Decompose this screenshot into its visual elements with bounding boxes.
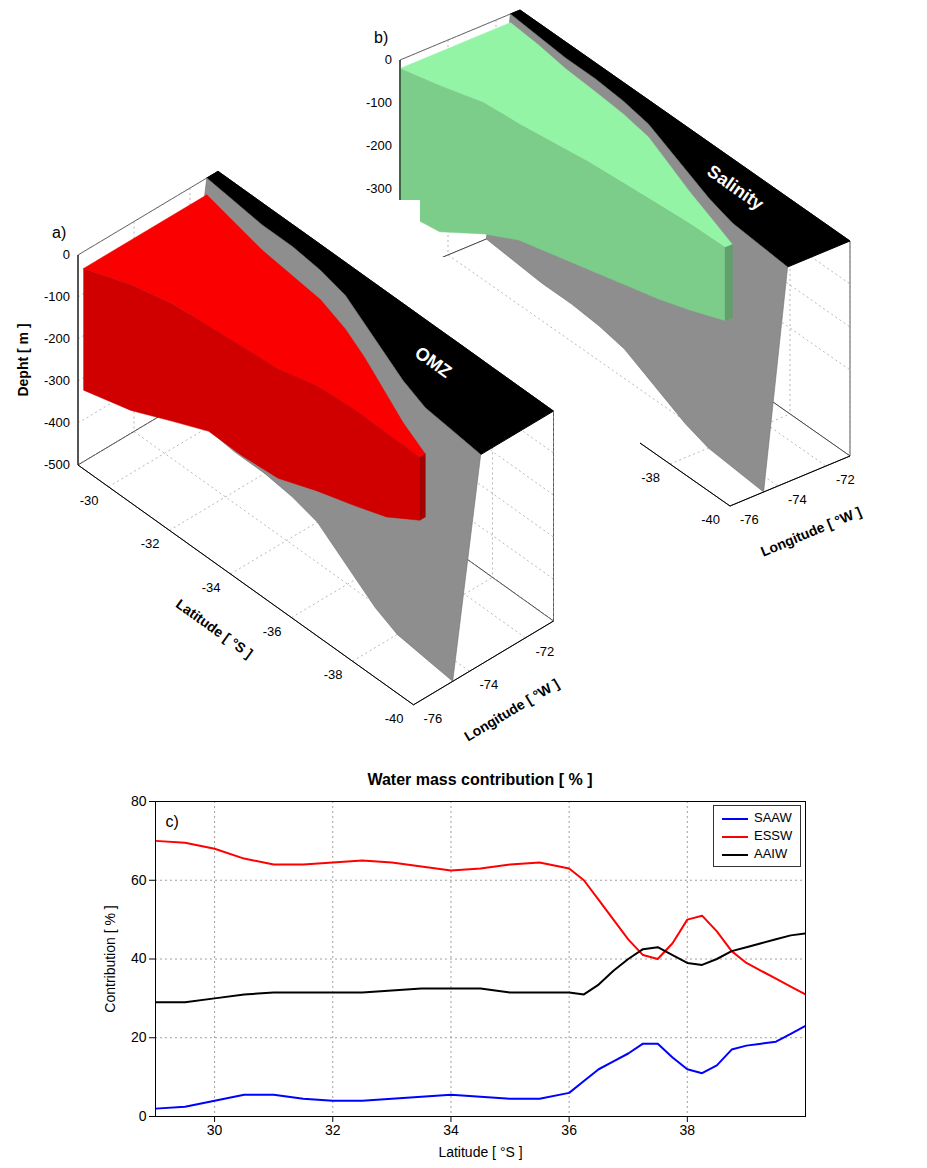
- svg-text:32: 32: [325, 1122, 341, 1138]
- svg-text:-300: -300: [44, 373, 70, 388]
- svg-text:-72: -72: [836, 472, 855, 487]
- svg-text:40: 40: [131, 950, 147, 966]
- svg-text:-40: -40: [385, 711, 404, 726]
- svg-text:-74: -74: [788, 492, 807, 507]
- svg-text:-34: -34: [202, 580, 221, 595]
- svg-text:-100: -100: [366, 95, 392, 110]
- svg-text:-40: -40: [701, 512, 720, 527]
- svg-text:-76: -76: [424, 711, 443, 726]
- svg-text:-500: -500: [44, 457, 70, 472]
- svg-text:-76: -76: [740, 512, 759, 527]
- html-text:Water mass contribution [ % ]: Water mass contribution [ % ]: [367, 771, 593, 788]
- svg-text:Longitude [ °W ]: Longitude [ °W ]: [461, 675, 561, 744]
- svg-text:Contribution [ % ]: Contribution [ % ]: [102, 905, 118, 1012]
- svg-text:60: 60: [131, 872, 147, 888]
- html-text:ESSW: ESSW: [754, 828, 793, 843]
- svg-text:Latitude [ °S ]: Latitude [ °S ]: [438, 1144, 522, 1160]
- svg-text:-300: -300: [366, 181, 392, 196]
- svg-text:-200: -200: [366, 138, 392, 153]
- html-text:AAIW: AAIW: [754, 846, 788, 861]
- svg-text:-30: -30: [80, 493, 99, 508]
- svg-text:Latitude [ °S ]: Latitude [ °S ]: [173, 596, 256, 662]
- svg-text:34: 34: [443, 1122, 459, 1138]
- svg-text:-32: -32: [141, 536, 160, 551]
- svg-text:80: 80: [131, 793, 147, 809]
- html-text:SAAW: SAAW: [754, 810, 792, 825]
- svg-text:0: 0: [385, 52, 392, 67]
- svg-text:-200: -200: [44, 331, 70, 346]
- svg-text:0: 0: [63, 247, 70, 262]
- svg-text:Longitude [ °W ]: Longitude [ °W ]: [758, 503, 863, 559]
- svg-text:OMZ: OMZ: [411, 342, 455, 382]
- svg-text:0: 0: [139, 1108, 147, 1124]
- svg-text:-72: -72: [536, 644, 555, 659]
- svg-text:-100: -100: [44, 289, 70, 304]
- svg-text:-38: -38: [641, 470, 660, 485]
- svg-text:Depht [ m ]: Depht [ m ]: [15, 323, 31, 396]
- svg-text:Salinity: Salinity: [704, 161, 768, 214]
- svg-text:36: 36: [561, 1122, 577, 1138]
- svg-text:-400: -400: [44, 415, 70, 430]
- svg-text:-74: -74: [480, 677, 499, 692]
- svg-text:c): c): [166, 813, 179, 830]
- svg-text:20: 20: [131, 1029, 147, 1045]
- svg-text:a): a): [52, 224, 66, 241]
- svg-text:38: 38: [680, 1122, 696, 1138]
- svg-text:-36: -36: [263, 624, 282, 639]
- svg-text:b): b): [374, 29, 388, 46]
- svg-text:30: 30: [207, 1122, 223, 1138]
- svg-text:-38: -38: [324, 667, 343, 682]
